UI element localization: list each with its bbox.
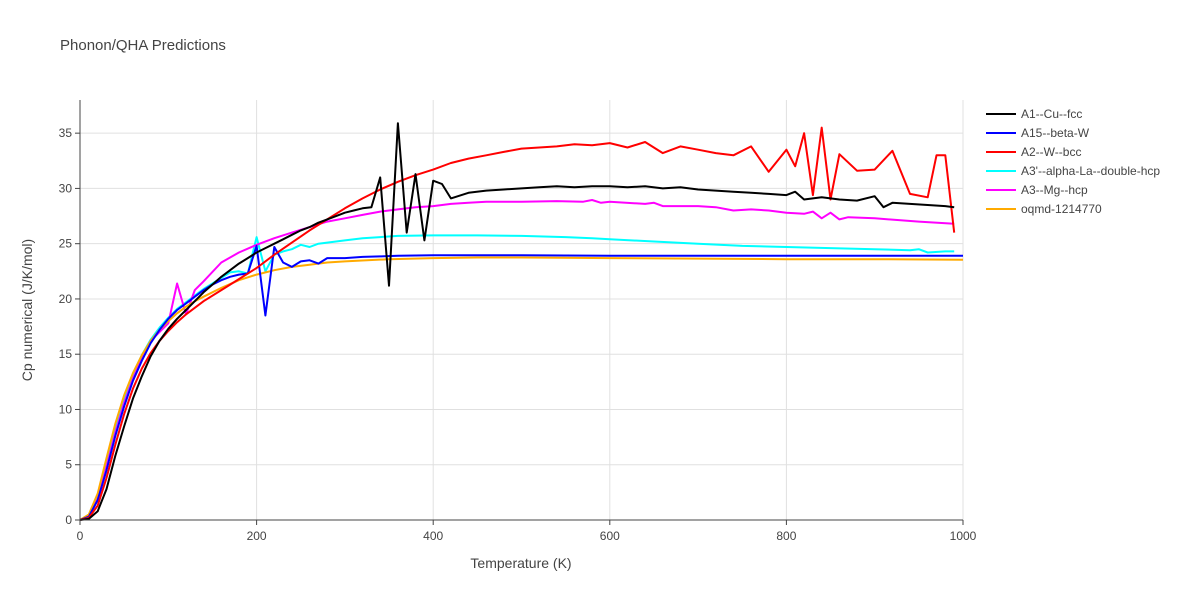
series-line[interactable] (79, 199, 955, 521)
axes: 0 200 400 600 800 1000 0 5 10 15 20 25 30 35 (59, 100, 977, 543)
x-tick-label: 400 (423, 529, 443, 543)
legend-item[interactable]: A15--beta-W (986, 126, 1090, 140)
x-tick-label: 600 (600, 529, 620, 543)
legend-item[interactable]: A1--Cu--fcc (986, 107, 1082, 121)
x-tick-label: 800 (776, 529, 796, 543)
y-tick-label: 15 (59, 347, 73, 361)
series-line[interactable] (79, 256, 964, 521)
series-line[interactable] (79, 126, 956, 521)
gridlines (80, 100, 964, 520)
series-line[interactable] (79, 244, 963, 521)
legend-label: oqmd-1214770 (1021, 202, 1102, 216)
y-tick-label: 25 (59, 237, 73, 251)
legend-item[interactable]: A3--Mg--hcp (986, 183, 1088, 197)
y-tick-label: 10 (59, 402, 73, 416)
y-tick-label: 20 (59, 292, 73, 306)
y-tick-label: 5 (65, 458, 72, 472)
legend-item[interactable]: A2--W--bcc (986, 145, 1081, 159)
legend[interactable]: A1--Cu--fcc A15--beta-W A2--W--bcc A3'--alp… (986, 107, 1160, 216)
legend-label: A2--W--bcc (1021, 145, 1081, 159)
x-axis-title: Temperature (K) (470, 555, 571, 571)
y-tick-label: 35 (59, 126, 73, 140)
x-tick-label: 0 (77, 529, 84, 543)
legend-item[interactable]: A3'--alpha-La--double-hcp (986, 164, 1160, 178)
chart-title: Phonon/QHA Predictions (60, 37, 226, 54)
legend-label: A15--beta-W (1021, 126, 1090, 140)
y-tick-label: 30 (59, 181, 73, 195)
legend-label: A3'--alpha-La--double-hcp (1021, 164, 1160, 178)
y-tick-label: 0 (65, 513, 72, 527)
legend-item[interactable]: oqmd-1214770 (986, 202, 1102, 216)
legend-label: A3--Mg--hcp (1021, 183, 1088, 197)
y-axis-title: Cp numerical (J/K/mol) (19, 239, 35, 381)
x-tick-label: 1000 (950, 529, 977, 543)
legend-label: A1--Cu--fcc (1021, 107, 1082, 121)
x-tick-label: 200 (247, 529, 267, 543)
series-line[interactable] (79, 122, 955, 521)
plot-area (79, 122, 964, 521)
series-line[interactable] (79, 234, 955, 521)
